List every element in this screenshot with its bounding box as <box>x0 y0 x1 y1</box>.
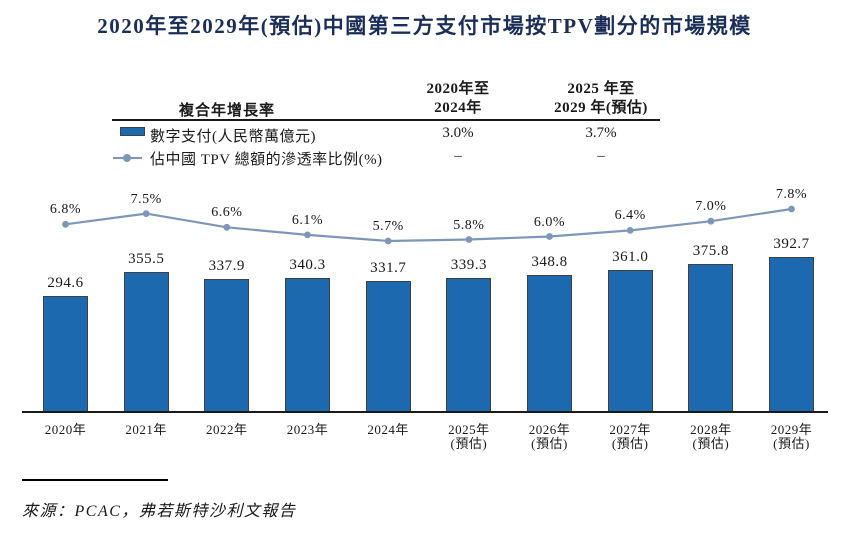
bar-value-label: 331.7 <box>370 260 407 276</box>
bar-2024年 <box>365 281 411 412</box>
bar-value-label: 348.8 <box>531 254 568 270</box>
line-value-label: 7.0% <box>695 199 727 215</box>
bar-2023年 <box>285 278 330 412</box>
line-marker-dot <box>546 233 553 240</box>
source-note: 來源：PCAC，弗若斯特沙利文報告 <box>22 503 297 520</box>
x-axis-label: 2028年 (預估) <box>690 422 732 451</box>
source-divider <box>22 479 168 481</box>
line-value-label: 6.8% <box>49 202 82 218</box>
legend-label-digital-payment: 數字支付(人民幣萬億元) <box>150 129 316 145</box>
bar-2025年(預估) <box>446 278 492 412</box>
bar-value-label: 294.6 <box>47 275 84 291</box>
line-marker-dot <box>626 227 634 234</box>
x-axis-label: 2025年 (預估) <box>448 422 490 451</box>
line-value-label: 6.1% <box>291 212 324 228</box>
bar-value-label: 337.9 <box>208 258 245 274</box>
bar-2021年 <box>123 272 169 412</box>
bar-value-label: 339.3 <box>450 257 488 273</box>
line-value-label: 6.4% <box>614 208 646 224</box>
line-marker-dot <box>304 231 311 239</box>
bar-2020年 <box>43 296 88 412</box>
line-marker-dot <box>788 205 795 213</box>
bar-value-label: 375.8 <box>692 243 730 259</box>
bar-2029年(預估) <box>769 257 814 412</box>
cagr-penetration-2020-2024: – <box>454 148 462 164</box>
cagr-penetration-2025-2029: – <box>597 148 605 164</box>
line-marker-dot <box>707 217 715 225</box>
x-axis-label: 2022年 <box>206 422 248 437</box>
line-series-dot-icon <box>123 154 131 162</box>
line-marker-dot <box>465 236 473 243</box>
cagr-digital-2025-2029: 3.7% <box>585 125 617 141</box>
legend-row-header: 複合年增長率 <box>178 103 275 119</box>
x-axis-label: 2020年 <box>44 422 87 437</box>
bar-value-label: 340.3 <box>289 257 326 273</box>
line-value-label: 5.7% <box>372 219 404 234</box>
x-axis-label: 2023年 <box>286 422 329 437</box>
line-value-label: 6.0% <box>533 214 566 230</box>
x-axis-label: 2029年 (預估) <box>770 422 813 451</box>
bar-value-label: 392.7 <box>773 236 810 252</box>
line-value-label: 7.5% <box>130 191 162 207</box>
bar-2028年(預估) <box>688 264 734 412</box>
bar-value-label: 361.0 <box>612 249 649 265</box>
bar-value-label: 355.5 <box>128 251 165 267</box>
bar-2027年(預估) <box>607 270 653 412</box>
x-axis-label: 2026年 (預估) <box>528 422 571 451</box>
line-marker-dot <box>223 223 231 231</box>
chart-title: 2020年至2029年(預估)中國第三方支付市場按TPV劃分的市場規模 <box>97 14 752 38</box>
legend-label-penetration: 佔中國 TPV 總額的滲透率比例(%) <box>150 152 383 168</box>
x-axis-label: 2021年 <box>125 422 167 437</box>
bar-2022年 <box>204 279 250 412</box>
x-axis-label: 2027年 (預估) <box>609 422 651 451</box>
bar-2026年(預估) <box>527 275 572 412</box>
legend-divider <box>112 119 660 121</box>
line-value-label: 6.6% <box>211 205 243 221</box>
line-marker-dot <box>142 210 150 218</box>
legend-col-header-2020-2024: 2020年至 2024年 <box>426 81 490 116</box>
bar-series-swatch-icon <box>120 127 145 136</box>
x-axis-label: 2024年 <box>367 422 409 437</box>
line-marker-dot <box>384 237 392 245</box>
line-marker-dot <box>62 220 69 228</box>
line-value-label: 7.8% <box>775 187 808 202</box>
x-axis-line <box>22 411 828 413</box>
cagr-digital-2020-2024: 3.0% <box>442 125 474 141</box>
line-value-label: 5.8% <box>453 217 485 233</box>
legend-col-header-2025-2029: 2025 年至 2029 年(預估) <box>554 81 648 116</box>
